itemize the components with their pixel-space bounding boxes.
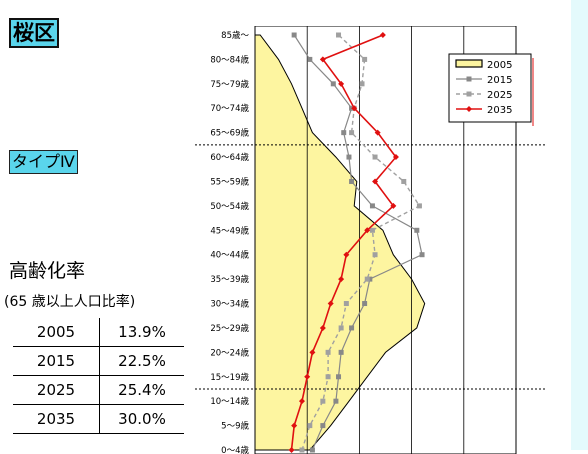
y-tick-label: 40～44歳 [210, 250, 249, 261]
y-tick-label: 65～69歳 [210, 128, 249, 139]
series-2035-point [291, 422, 298, 429]
legend-marker [466, 76, 472, 82]
rate-year: 2015 [13, 346, 100, 376]
rate-value: 25.4% [99, 375, 184, 405]
y-tick-label: 45～49歳 [210, 225, 249, 236]
series-2035-point [392, 154, 399, 161]
rate-value: 13.9% [99, 318, 184, 347]
table-row: 2005 13.9% [13, 318, 184, 347]
series-2035-point [309, 349, 316, 356]
series-2035-point [379, 32, 386, 38]
series-2025-point [362, 56, 368, 62]
table-row: 2025 25.4% [13, 375, 184, 405]
series-2015-point [414, 227, 420, 233]
series-2015-point [419, 252, 425, 258]
rate-year: 2035 [13, 404, 100, 434]
series-2015-point [369, 203, 375, 209]
ward-title: 桜区 [9, 18, 59, 48]
rate-year: 2025 [13, 375, 100, 405]
legend-label: 2005 [487, 60, 512, 71]
series-2025-point [307, 423, 313, 429]
series-2025-point [320, 398, 326, 404]
table-row: 2035 30.0% [13, 404, 184, 434]
y-tick-label: 10～14歳 [210, 396, 249, 407]
series-2025-point [336, 32, 342, 38]
series-2015-point [291, 32, 297, 38]
legend-swatch [455, 59, 483, 68]
series-2025-point [325, 349, 331, 355]
series-2015-point [362, 301, 368, 307]
series-2035-point [390, 202, 397, 209]
series-2025-point [343, 301, 349, 307]
series-2015-point [320, 423, 326, 429]
y-tick-label: 70～74歳 [210, 103, 249, 114]
series-2035-point [364, 227, 371, 234]
series-2015-point [346, 154, 352, 160]
series-2035-point [304, 373, 311, 380]
series-2025-point [299, 447, 305, 453]
series-2025-point [372, 252, 378, 258]
series-2035-point [372, 178, 379, 185]
legend-marker [466, 106, 472, 112]
series-2035-point [338, 80, 345, 87]
y-tick-label: 60～64歳 [210, 152, 249, 163]
series-2025-point [416, 203, 422, 209]
aging-rate-title: 高齢化率 [9, 260, 86, 282]
series-2025-point [349, 130, 355, 136]
series-2035-point [319, 324, 326, 331]
series-2005-area [254, 34, 426, 451]
series-2035-point [351, 105, 358, 112]
y-tick-label: 5～9歳 [221, 421, 249, 432]
population-chart: 0～4歳5～9歳10～14歳15～19歳20～24歳25～29歳30～34歳35… [195, 26, 547, 454]
legend-marker [466, 91, 472, 97]
y-tick-label: 80～84歳 [210, 54, 249, 65]
y-tick-label: 20～24歳 [210, 347, 249, 358]
series-2015-point [341, 130, 347, 136]
aging-rate-subtitle: (65 歳以上人口比率) [4, 294, 136, 310]
type-label: タイプⅣ [9, 150, 78, 174]
series-2015-point [309, 447, 315, 453]
series-2035-line [290, 34, 397, 451]
series-2015-point [367, 276, 373, 282]
y-tick-label: 35～39歳 [210, 274, 249, 285]
series-2015-point [349, 178, 355, 184]
y-tick-label: 15～19歳 [210, 372, 249, 383]
series-2025-point [364, 276, 370, 282]
y-tick-label: 55～59歳 [210, 176, 249, 187]
legend-label: 2025 [487, 90, 512, 101]
y-tick-label: 25～29歳 [210, 323, 249, 334]
series-2025-point [359, 81, 365, 87]
y-tick-label: 30～34歳 [210, 299, 249, 310]
series-2035-point [338, 276, 345, 283]
rate-year: 2005 [13, 318, 100, 347]
series-2035-point [343, 251, 350, 258]
series-2015-point [333, 398, 339, 404]
series-2035-point [319, 56, 326, 63]
series-2025-point [369, 227, 375, 233]
series-2025-point [401, 178, 407, 184]
table-row: 2015 22.5% [13, 346, 184, 376]
series-2015-point [307, 56, 313, 62]
y-tick-label: 75～79歳 [210, 79, 249, 90]
y-tick-label: 50～54歳 [210, 201, 249, 212]
series-2025-point [338, 325, 344, 331]
series-2015-point [338, 349, 344, 355]
legend-label: 2015 [487, 75, 512, 86]
series-2025-point [325, 374, 331, 380]
series-2035-point [374, 129, 381, 136]
rate-value: 30.0% [99, 404, 184, 434]
right-side-panel [571, 0, 588, 450]
series-2035-point [327, 300, 334, 307]
legend-label: 2035 [487, 105, 512, 116]
series-2025-point [372, 154, 378, 160]
series-2015-point [349, 325, 355, 331]
series-2035-point [298, 398, 305, 405]
series-2025-line [301, 34, 421, 451]
y-tick-label: 85歳～ [221, 30, 249, 41]
rate-value: 22.5% [99, 346, 184, 376]
series-2015-point [336, 374, 342, 380]
series-2015-line [293, 34, 423, 451]
series-2015-point [330, 81, 336, 87]
aging-rate-table: 2005 13.9% 2015 22.5% 2025 25.4% 2035 30… [13, 318, 184, 434]
